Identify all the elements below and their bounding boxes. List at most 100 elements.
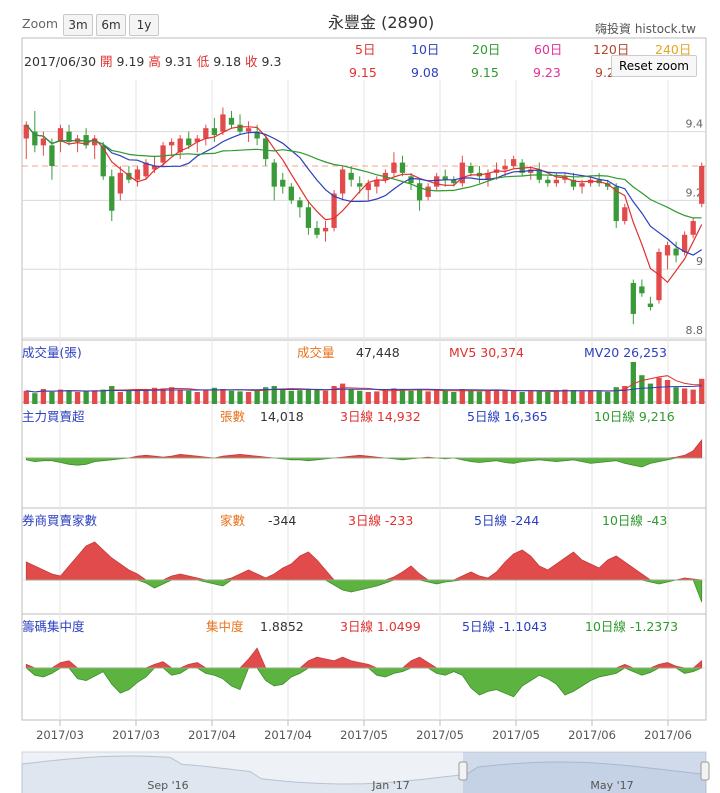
candle-body [160,145,166,163]
candle-body [134,169,141,180]
volume-bar [613,387,619,404]
zoom-1y-button[interactable]: 1y [129,14,159,36]
volume-bar [280,389,286,404]
reset-zoom-button[interactable]: Reset zoom [611,55,697,77]
candle-body [357,183,363,187]
candle-body [177,138,183,153]
volume-bar [314,389,320,404]
zoom-label: Zoom [22,16,59,31]
y-tick-label: 8.8 [686,324,704,337]
volume-bar [32,393,38,404]
candle-body [100,145,106,177]
volume-name: 成交量 [297,345,335,360]
volume-bar [553,390,560,404]
candle-body [92,138,98,146]
volume-bar [83,391,89,404]
navigator-left-handle[interactable] [458,761,468,781]
candle-body [32,131,38,146]
ohlc-date: 2017/06/30 [24,54,97,69]
zoom-3m-button[interactable]: 3m [63,14,93,36]
volume-bar [425,391,431,404]
volume-bar [357,390,363,404]
site-credit[interactable]: 嗨投資 histock.tw [595,22,696,36]
candle-body [639,286,645,294]
navigator-label: Sep '16 [147,779,188,792]
volume-bar [74,392,81,404]
candle-body [630,282,636,314]
y-tick-label: 9 [696,255,703,268]
volume-bar [442,390,448,404]
high-value: 9.31 [164,54,193,69]
zoom-6m-button[interactable]: 6m [96,14,126,36]
main-force-name: 張數 [220,409,246,424]
volume-bar [459,389,465,404]
candle-body [263,138,269,160]
volume-bar [408,390,414,404]
volume-bar [528,390,534,404]
candle-body [331,193,337,228]
volume-bar [485,390,491,404]
concentration-3d: 3日線 1.0499 [340,619,421,634]
volume-bar [519,392,525,404]
volume-bar [177,389,183,404]
candle-body [605,183,611,187]
volume-bar [49,392,55,404]
candle-body [66,131,72,142]
navigator-label: Jan '17 [371,779,409,792]
brokers-panel-title: 券商買賣家數 [22,513,98,528]
candle-body [365,183,371,191]
candle-body [237,124,243,132]
candle-body [416,183,423,201]
open-label: 開 [100,54,113,69]
volume-bar [476,391,483,404]
volume-bar [339,383,346,404]
candle-body [579,183,585,187]
navigator-right-handle[interactable] [700,761,710,781]
volume-ma20-line [26,385,702,393]
candle-body [545,179,551,184]
ma5-label: 5日 [355,42,376,57]
main-force-5d: 5日線 16,365 [467,409,548,424]
volume-bar [305,389,312,404]
close-label: 收 [245,54,258,69]
x-tick-label: 2017/04 [188,728,236,742]
candle-body [647,303,654,308]
volume-bar [109,386,115,404]
candle-body [322,227,329,232]
candle-body [699,166,705,204]
brokers-10d: 10日線 -43 [602,513,668,528]
brokers-3d: 3日線 -233 [348,513,414,528]
ma240-label: 240日 [655,42,692,57]
low-label: 低 [196,54,210,69]
volume-bar [117,392,123,404]
x-tick-label: 2017/05 [492,728,540,742]
volume-bar [168,387,175,404]
volume-bar [468,390,474,404]
volume-bar [399,389,406,404]
volume-bar [391,388,397,404]
volume-bar [416,389,423,404]
candle-body [442,176,448,180]
volume-bar [57,389,64,404]
volume-bar [23,390,29,404]
volume-bar [451,392,457,404]
volume-bar [211,387,218,404]
ma10-line [25,124,703,256]
volume-bar [245,392,252,404]
volume-bar [194,392,200,404]
candle-body [211,128,218,136]
candle-body [570,179,577,187]
candle-body [49,145,55,166]
x-tick-label: 2017/03 [36,728,84,742]
close-value: 9.3 [261,54,282,69]
volume-bar [699,378,705,404]
candle-body [485,172,491,180]
volume-bar [690,389,696,404]
x-tick-label: 2017/03 [112,728,160,742]
brokers-5d: 5日線 -244 [474,513,540,528]
volume-bar [151,387,158,404]
volume-bar [288,390,294,404]
volume-bar [126,390,132,404]
candle-body [57,128,64,142]
